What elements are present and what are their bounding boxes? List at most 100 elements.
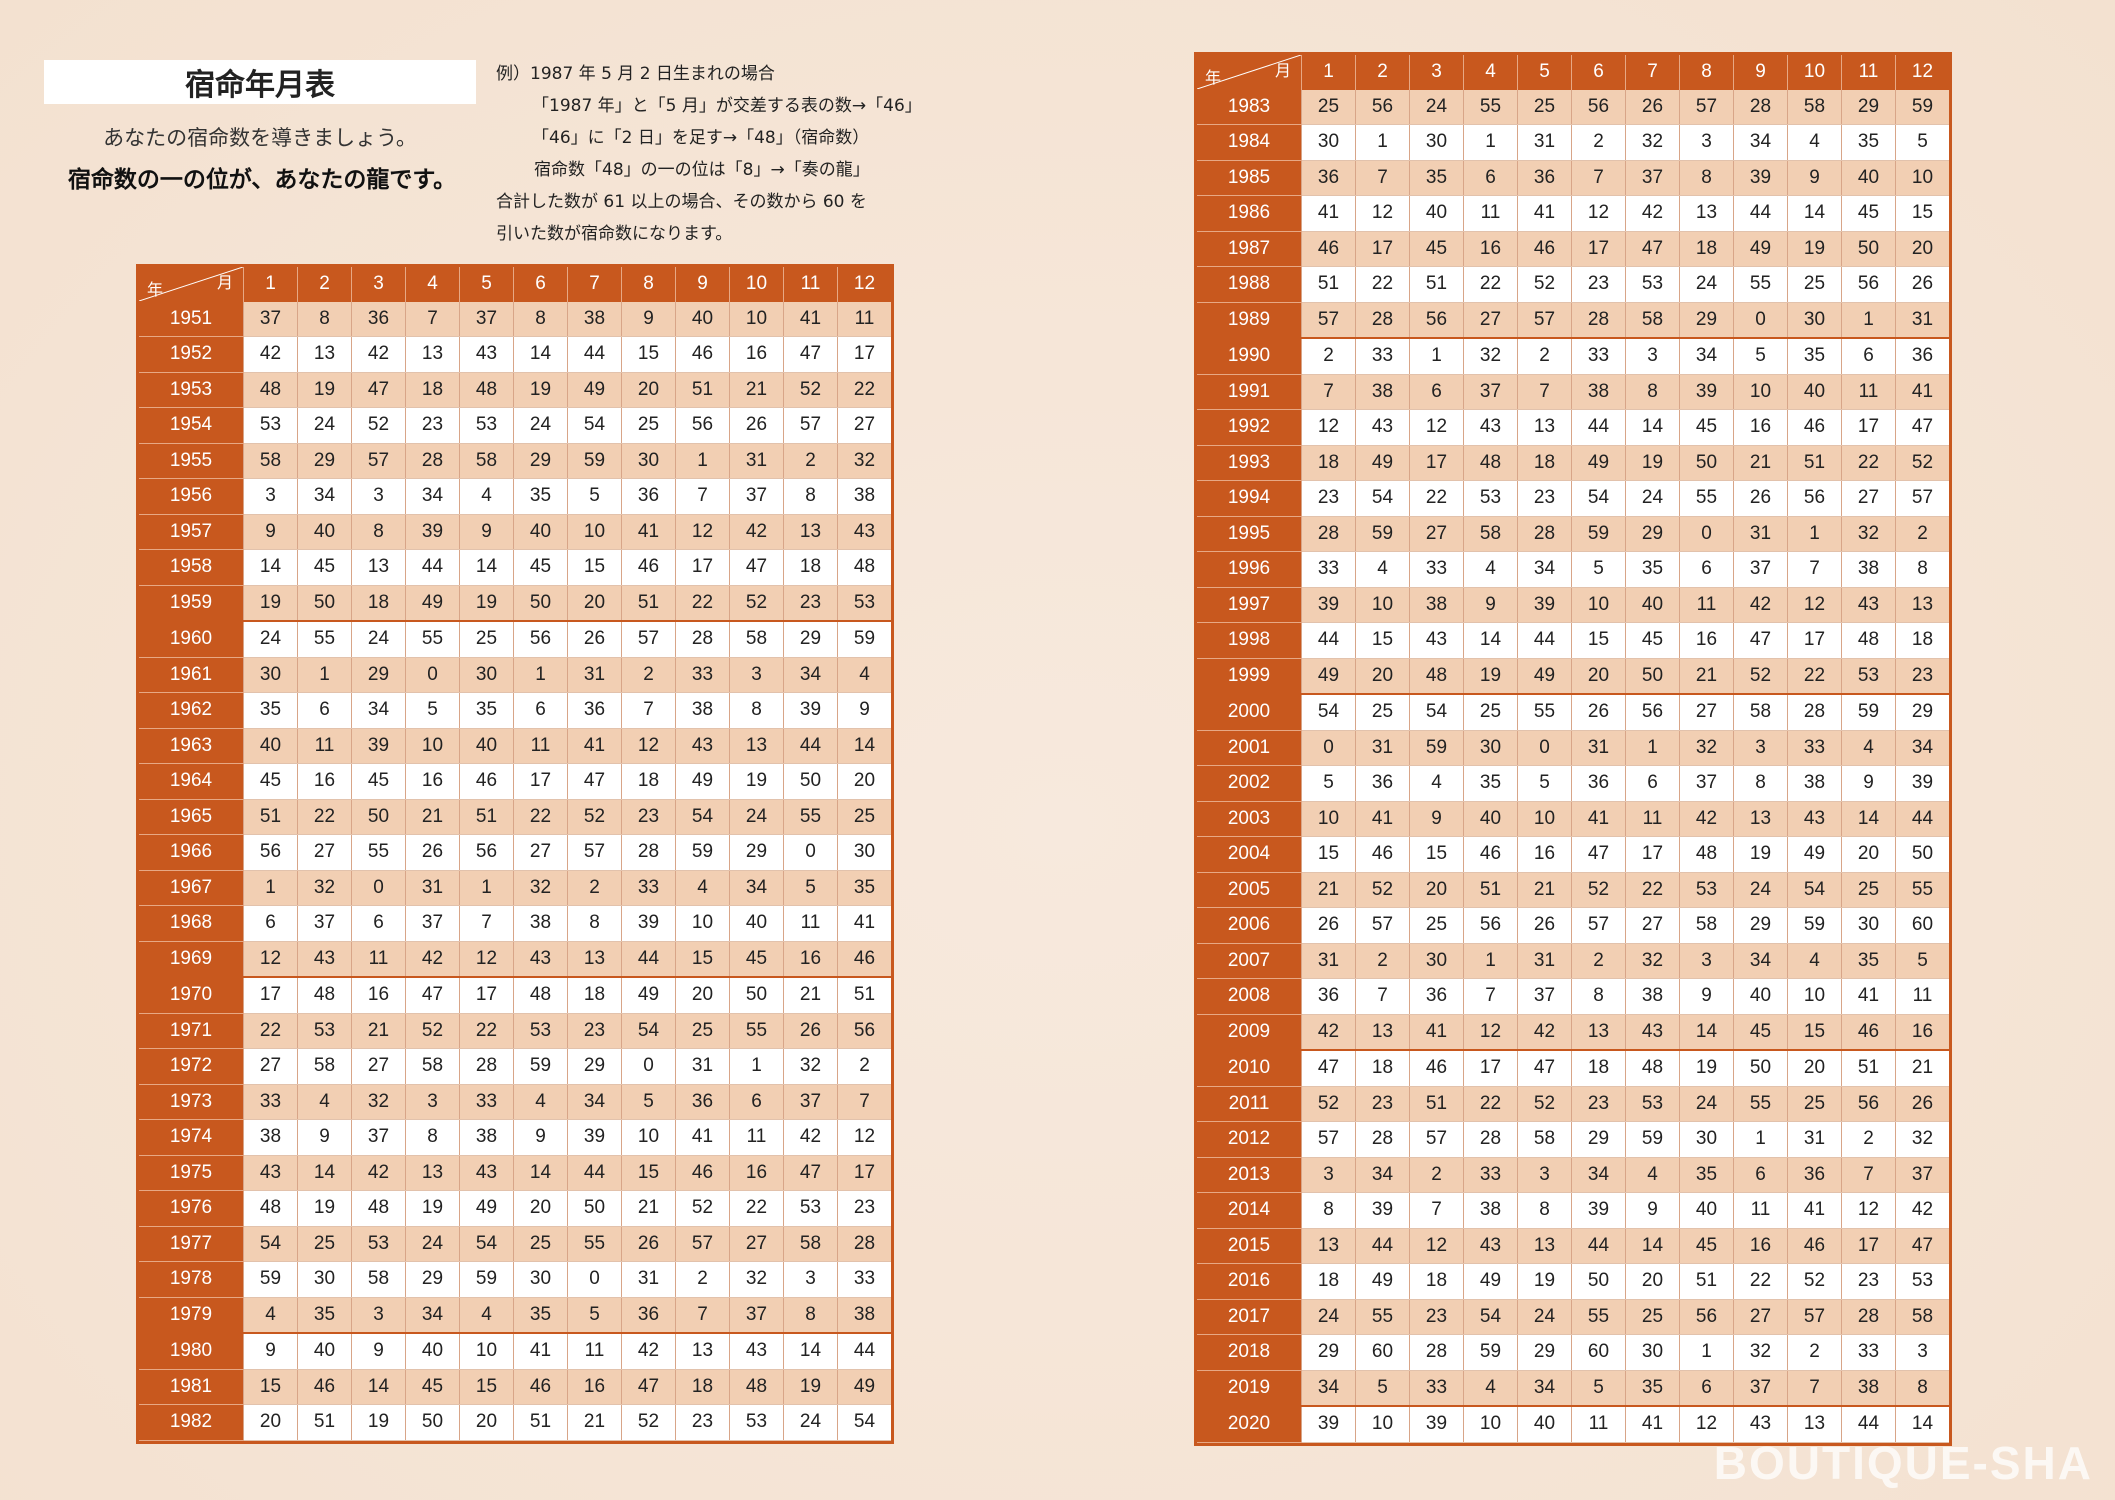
value-cell: 12 bbox=[621, 728, 676, 764]
value-cell: 35 bbox=[513, 478, 568, 515]
value-cell: 58 bbox=[297, 1048, 352, 1085]
value-cell: 25 bbox=[621, 407, 676, 444]
value-cell: 47 bbox=[1571, 836, 1626, 873]
value-cell: 26 bbox=[783, 1013, 838, 1049]
value-cell: 16 bbox=[1679, 622, 1734, 659]
value-cell: 9 bbox=[621, 301, 676, 337]
value-cell: 24 bbox=[1733, 872, 1788, 908]
table-row: 2001 0 31 59 30 0 31 1 32 3 33 4 34 bbox=[1197, 730, 1949, 766]
value-cell: 12 bbox=[243, 941, 298, 978]
value-cell: 35 bbox=[1625, 551, 1680, 588]
value-cell: 46 bbox=[1463, 836, 1518, 873]
value-cell: 49 bbox=[567, 372, 622, 408]
year-cell: 1985 bbox=[1197, 160, 1302, 196]
value-cell: 57 bbox=[1679, 89, 1734, 125]
value-cell: 22 bbox=[297, 799, 352, 835]
value-cell: 11 bbox=[1463, 195, 1518, 232]
month-header: 7 bbox=[1625, 55, 1680, 90]
value-cell: 53 bbox=[1679, 872, 1734, 908]
value-cell: 35 bbox=[459, 692, 514, 729]
value-cell: 19 bbox=[513, 372, 568, 408]
value-cell: 18 bbox=[1355, 1049, 1410, 1087]
value-cell: 49 bbox=[1355, 445, 1410, 481]
value-cell: 51 bbox=[1301, 266, 1356, 303]
value-cell: 60 bbox=[1571, 1334, 1626, 1371]
value-cell: 17 bbox=[1787, 622, 1842, 659]
year-cell: 2006 bbox=[1197, 907, 1302, 944]
value-cell: 35 bbox=[1787, 337, 1842, 375]
value-cell: 31 bbox=[1517, 124, 1572, 161]
year-cell: 1984 bbox=[1197, 124, 1302, 161]
value-cell: 13 bbox=[405, 336, 460, 373]
value-cell: 40 bbox=[1841, 160, 1896, 196]
value-cell: 15 bbox=[621, 1155, 676, 1191]
value-cell: 9 bbox=[243, 1332, 298, 1370]
example-line-1: 例）1987 年 5 月 2 日生まれの場合 bbox=[496, 64, 775, 84]
table-row: 1961 30 1 29 0 30 1 31 2 33 3 34 4 bbox=[139, 657, 891, 693]
value-cell: 35 bbox=[1625, 1370, 1680, 1407]
value-cell: 10 bbox=[1355, 1405, 1410, 1443]
value-cell: 58 bbox=[1787, 89, 1842, 125]
value-cell: 38 bbox=[837, 478, 891, 515]
value-cell: 19 bbox=[1625, 445, 1680, 481]
table-row: 2006 26 57 25 56 26 57 27 58 29 59 30 60 bbox=[1197, 907, 1949, 944]
value-cell: 47 bbox=[783, 1155, 838, 1191]
value-cell: 26 bbox=[1301, 907, 1356, 944]
value-cell: 43 bbox=[729, 1332, 784, 1370]
table-row: 2003 10 41 9 40 10 41 11 42 13 43 14 44 bbox=[1197, 801, 1949, 837]
value-cell: 53 bbox=[729, 1404, 784, 1441]
value-cell: 52 bbox=[1733, 658, 1788, 695]
value-cell: 11 bbox=[729, 1119, 784, 1156]
value-cell: 14 bbox=[1787, 195, 1842, 232]
value-cell: 17 bbox=[837, 1155, 891, 1191]
value-cell: 10 bbox=[459, 1332, 514, 1370]
value-cell: 5 bbox=[1733, 337, 1788, 375]
value-cell: 27 bbox=[729, 1226, 784, 1262]
value-cell: 20 bbox=[621, 372, 676, 408]
value-cell: 43 bbox=[459, 1155, 514, 1191]
value-cell: 10 bbox=[405, 728, 460, 764]
value-cell: 5 bbox=[1895, 124, 1949, 161]
table-left-grid: 月年 1 2 3 4 5 6 7 8 9 10 11 12 1951 37 8 36 7 37 8 38 9 40 10 41… bbox=[139, 267, 891, 1441]
value-cell: 13 bbox=[675, 1332, 730, 1370]
value-cell: 0 bbox=[1733, 302, 1788, 339]
value-cell: 14 bbox=[1841, 801, 1896, 837]
value-cell: 59 bbox=[1409, 730, 1464, 766]
value-cell: 15 bbox=[1787, 1014, 1842, 1051]
value-cell: 3 bbox=[783, 1261, 838, 1298]
value-cell: 7 bbox=[405, 301, 460, 337]
year-cell: 1962 bbox=[139, 692, 244, 729]
table-row: 1977 54 25 53 24 54 25 55 26 57 27 58 28 bbox=[139, 1226, 891, 1262]
value-cell: 3 bbox=[1679, 124, 1734, 161]
value-cell: 10 bbox=[1571, 587, 1626, 623]
value-cell: 42 bbox=[243, 336, 298, 373]
value-cell: 24 bbox=[243, 620, 298, 658]
value-cell: 29 bbox=[1625, 516, 1680, 552]
table-row: 1960 24 55 24 55 25 56 26 57 28 58 29 59 bbox=[139, 620, 891, 658]
value-cell: 0 bbox=[405, 657, 460, 693]
value-cell: 18 bbox=[1301, 445, 1356, 481]
value-cell: 46 bbox=[1517, 231, 1572, 267]
year-cell: 1993 bbox=[1197, 445, 1302, 481]
value-cell: 40 bbox=[405, 1332, 460, 1370]
value-cell: 44 bbox=[837, 1332, 891, 1370]
value-cell: 58 bbox=[405, 1048, 460, 1085]
value-cell: 2 bbox=[675, 1261, 730, 1298]
value-cell: 6 bbox=[243, 905, 298, 942]
value-cell: 13 bbox=[1571, 1014, 1626, 1051]
month-header: 5 bbox=[1517, 55, 1572, 90]
year-cell: 1989 bbox=[1197, 302, 1302, 339]
value-cell: 11 bbox=[1733, 1192, 1788, 1229]
value-cell: 54 bbox=[243, 1226, 298, 1262]
value-cell: 18 bbox=[621, 763, 676, 800]
month-header: 9 bbox=[675, 267, 730, 302]
corner-year-label: 年 bbox=[1205, 69, 1222, 87]
value-cell: 35 bbox=[837, 870, 891, 906]
value-cell: 35 bbox=[1679, 1157, 1734, 1193]
table-row: 1998 44 15 43 14 44 15 45 16 47 17 48 18 bbox=[1197, 622, 1949, 659]
value-cell: 27 bbox=[1625, 907, 1680, 944]
table-row: 2010 47 18 46 17 47 18 48 19 50 20 51 21 bbox=[1197, 1049, 1949, 1087]
value-cell: 37 bbox=[243, 301, 298, 337]
year-cell: 1992 bbox=[1197, 409, 1302, 446]
value-cell: 45 bbox=[1733, 1014, 1788, 1051]
